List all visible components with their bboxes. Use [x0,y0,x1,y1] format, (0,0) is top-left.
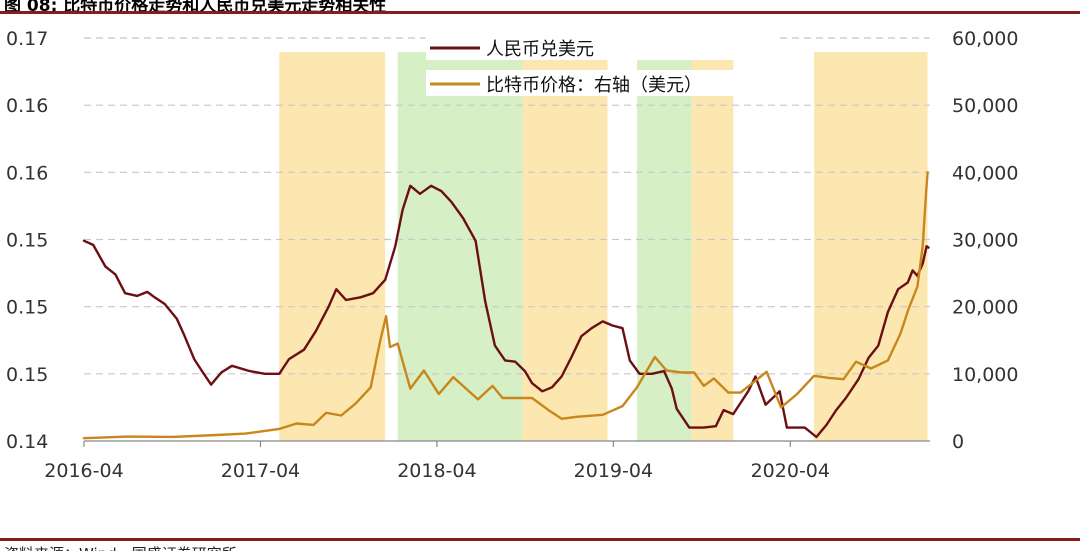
y-right-tick-label: 20,000 [952,297,1018,319]
chart-title-bar: 图 08: 比特币价格走势和人民币兑美元走势相关性 [0,0,1080,14]
y-right-tick-label: 60,000 [952,28,1018,50]
legend-background [426,34,776,60]
x-tick-label: 2016-04 [44,460,123,482]
legend-item-btc: 比特币价格：右轴（美元） [486,75,702,96]
bottom-rule [0,538,1080,541]
highlight-band-orange [522,52,608,441]
legend-item-cny: 人民币兑美元 [486,39,594,60]
highlight-band-orange [813,52,928,441]
y-right-tick-label: 40,000 [952,162,1018,184]
highlight-band-orange [691,52,734,441]
y-left-tick-label: 0.17 [6,28,48,50]
x-tick-label: 2017-04 [221,460,300,482]
y-left-tick-label: 0.15 [6,230,48,252]
x-tick-label: 2019-04 [574,460,653,482]
source-bar: 资料来源：Wind，国盛证券研究所 [0,543,1080,551]
series-lines [82,171,930,440]
y-left-tick-label: 0.14 [6,431,48,453]
highlight-band-green [637,52,692,441]
y-left-tick-label: 0.16 [6,162,48,184]
y-right-tick-label: 50,000 [952,95,1018,117]
highlight-band-orange [279,52,386,441]
series-line-cny [82,184,930,439]
x-tick-label: 2020-04 [751,460,830,482]
x-tick-label: 2018-04 [397,460,476,482]
axes: 2016-04 2017-04 2018-04 2019-04 2020-04 0.14 0… [6,28,1018,482]
chart-title: 图 08: 比特币价格走势和人民币兑美元走势相关性 [4,0,387,14]
series-line-btc [82,171,929,440]
top-rule [0,11,1080,14]
legend-background [426,70,776,96]
y-right-tick-label: 0 [952,431,964,453]
y-right-tick-label: 10,000 [952,364,1018,386]
y-left-tick-label: 0.16 [6,95,48,117]
y-left-tick-label: 0.15 [6,364,48,386]
source-note: 资料来源：Wind，国盛证券研究所 [4,543,237,551]
y-right-tick-label: 30,000 [952,230,1018,252]
highlight-bands [279,52,928,441]
y-left-tick-label: 0.15 [6,297,48,319]
